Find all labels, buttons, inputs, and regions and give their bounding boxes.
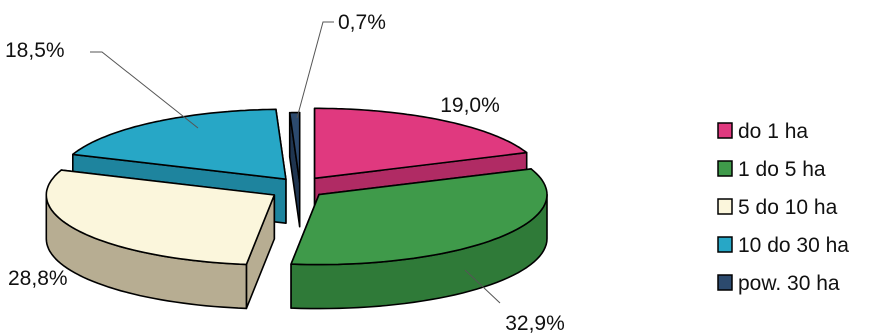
data-label-pow-30-ha: 0,7% (338, 11, 386, 34)
legend-label-pow-30-ha: pow. 30 ha (738, 272, 840, 295)
data-label-1-do-5-ha: 32,9% (505, 312, 565, 334)
legend-label-5-do-10-ha: 5 do 10 ha (738, 196, 838, 219)
leader-line-pow-30-ha (296, 21, 334, 119)
legend-swatch-5-do-10-ha (717, 198, 733, 215)
pie-slice-10-do-30-ha (72, 108, 287, 180)
leader-line-10-do-30-ha (90, 51, 199, 129)
data-label-5-do-10-ha: 28,8% (8, 267, 68, 290)
legend-swatch-1-do-5-ha (717, 160, 733, 177)
legend-label-10-do-30-ha: 10 do 30 ha (738, 234, 849, 257)
pie-slice-do-1-ha (313, 107, 528, 180)
legend-swatch-do-1-ha (717, 122, 733, 139)
pie-slice-1-do-5-ha (290, 168, 548, 266)
pie-slice-5-do-10-ha (45, 169, 276, 266)
legend-label-1-do-5-ha: 1 do 5 ha (738, 158, 826, 181)
legend-label-do-1-ha: do 1 ha (738, 120, 808, 143)
data-label-do-1-ha: 19,0% (440, 94, 500, 117)
leader-line-1-do-5-ha (464, 269, 501, 304)
data-label-10-do-30-ha: 18,5% (5, 39, 65, 62)
legend-swatch-10-do-30-ha (717, 236, 733, 253)
legend-swatch-pow-30-ha (717, 274, 733, 291)
